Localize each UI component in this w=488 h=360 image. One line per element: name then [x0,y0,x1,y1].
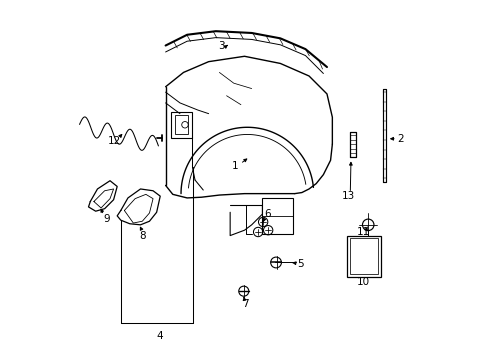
Text: 12: 12 [108,136,121,146]
Text: 2: 2 [396,134,403,144]
Bar [349,238,377,274]
Text: 9: 9 [103,215,109,224]
Text: 1: 1 [232,161,238,171]
Bar [262,198,292,234]
Text: 7: 7 [242,299,248,309]
Text: 13: 13 [341,191,354,201]
Text: 5: 5 [296,259,303,269]
Text: 6: 6 [263,209,270,219]
Bar [174,116,188,134]
Text: 8: 8 [139,231,145,240]
Text: 3: 3 [218,41,224,50]
Text: 4: 4 [157,331,163,341]
Bar [346,235,380,277]
Text: 11: 11 [356,227,369,237]
Text: 10: 10 [356,277,369,287]
Bar [171,112,191,138]
